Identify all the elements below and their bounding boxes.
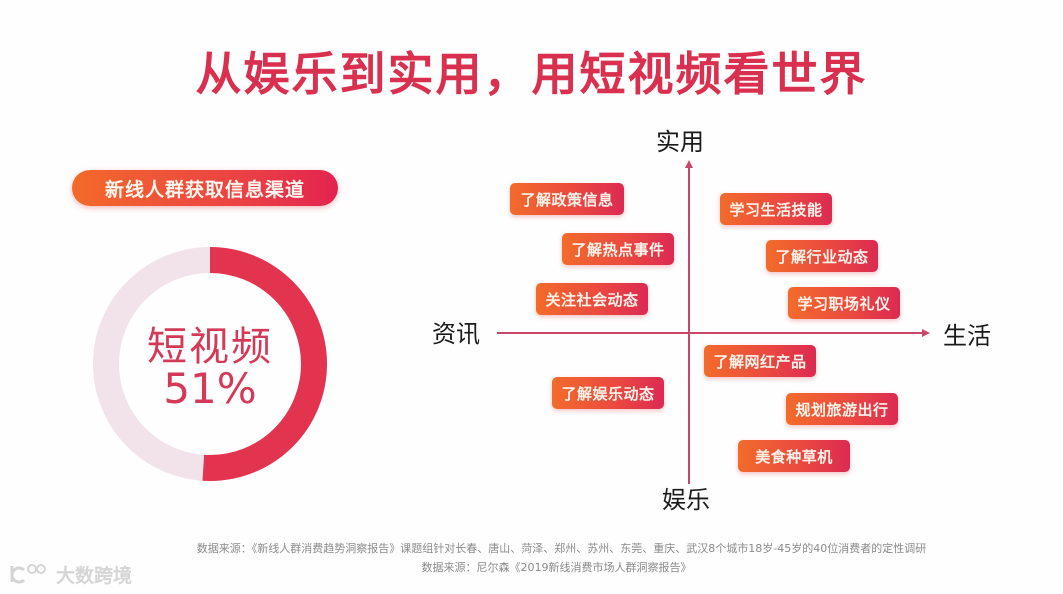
donut-ring	[93, 247, 327, 481]
quadrant-tag: 学习职场礼仪	[788, 287, 900, 319]
watermark-text: 大数跨境	[56, 564, 133, 587]
quadrant-tag: 关注社会动态	[536, 283, 648, 315]
channel-label-text: 新线人群获取信息渠道	[104, 178, 305, 201]
channel-label-pill: 新线人群获取信息渠道	[72, 170, 338, 206]
quadrant-tag: 美食种草机	[738, 440, 850, 472]
axis-label-left: 资讯	[432, 320, 480, 348]
vertical-axis	[688, 166, 690, 484]
arrow-up-icon	[685, 160, 693, 168]
axis-label-right: 生活	[943, 322, 991, 350]
quadrant-tag: 规划旅游出行	[786, 393, 898, 425]
horizontal-axis	[497, 332, 923, 334]
page-title: 从娱乐到实用，用短视频看世界	[195, 47, 868, 101]
donut-chart: 短视频 51%	[92, 246, 328, 482]
donut-filled-arc	[93, 247, 327, 481]
donut-percent-label: 51%	[163, 364, 257, 413]
arrow-right-icon	[922, 329, 930, 337]
watermark: 大数跨境	[8, 559, 132, 589]
quadrant-tag: 了解网红产品	[704, 345, 816, 377]
donut-category-label: 短视频	[147, 324, 273, 370]
quadrant-tag: 学习生活技能	[720, 193, 832, 225]
data-source-line-1: 数据来源：《新线人群消费趋势洞察报告》课题组针对长春、唐山、菏泽、郑州、苏州、东…	[196, 542, 927, 555]
quadrant-tag: 了解政策信息	[510, 183, 624, 215]
quadrant-tag: 了解娱乐动态	[552, 377, 664, 409]
watermark-logo-icon	[10, 564, 46, 584]
axis-label-bottom: 娱乐	[662, 486, 710, 514]
axis-label-top: 实用	[656, 128, 704, 156]
quadrant-tag: 了解热点事件	[562, 233, 674, 265]
quadrant-tag: 了解行业动态	[766, 240, 878, 272]
data-source-line-2: 数据来源：尼尔森《2019新线消费市场人群洞察报告》	[421, 561, 692, 574]
